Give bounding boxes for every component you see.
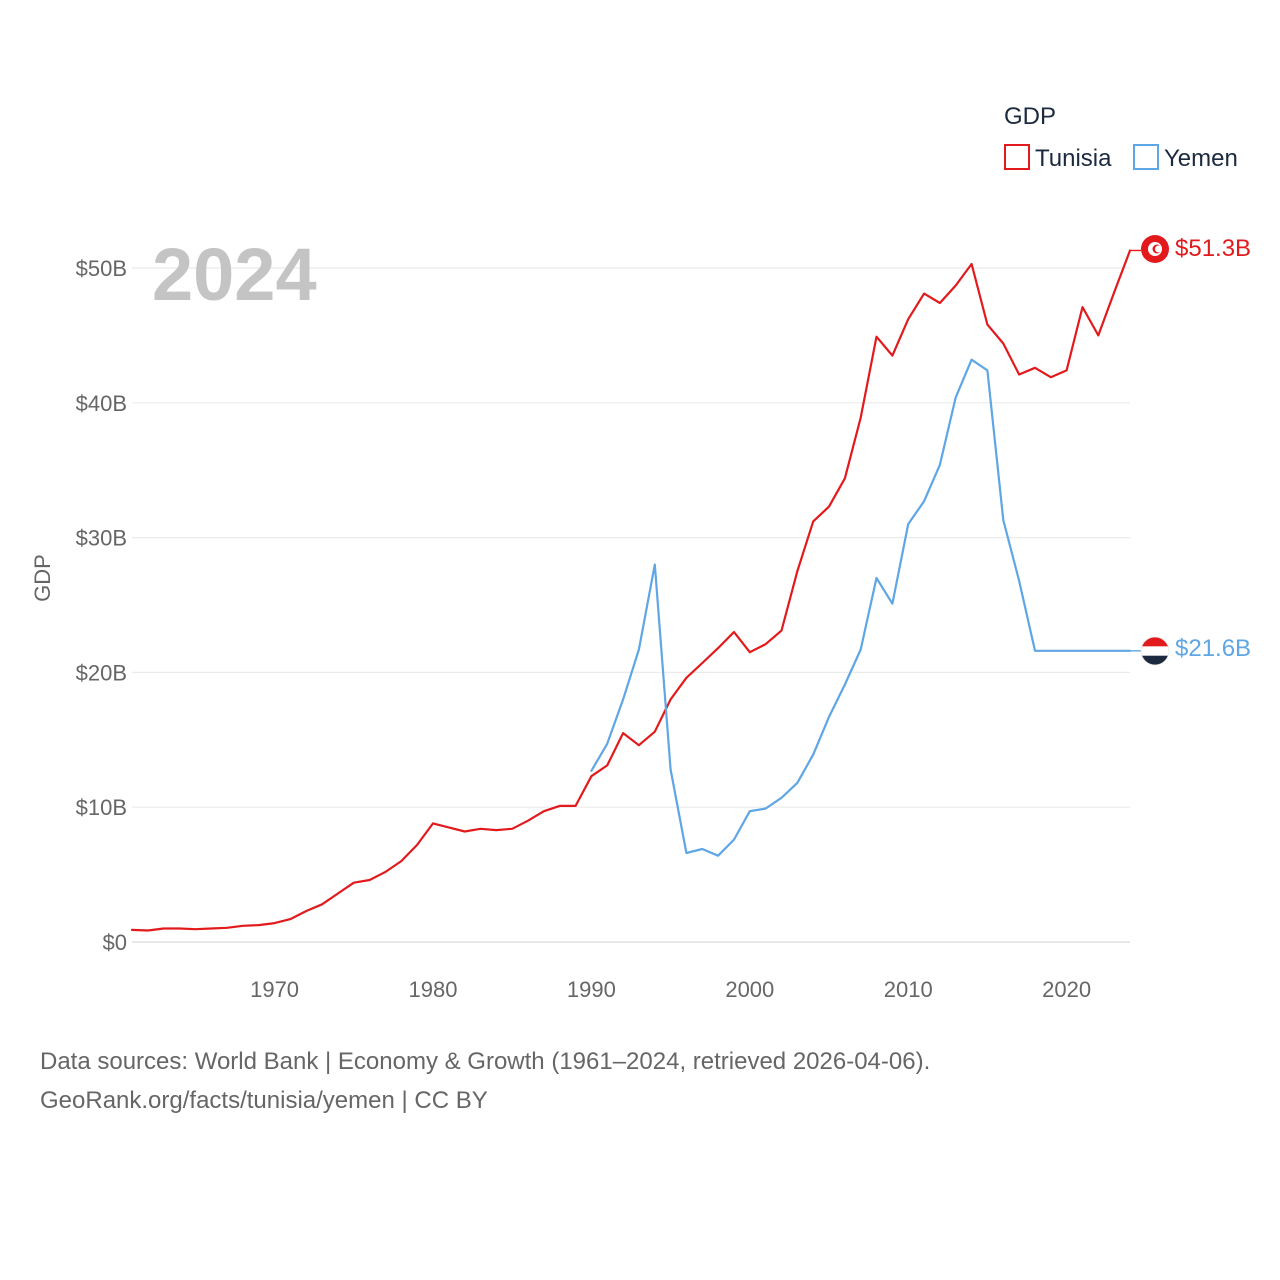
x-tick-label: 2000: [725, 977, 774, 1002]
footer-sources: Data sources: World Bank | Economy & Gro…: [40, 1048, 931, 1075]
y-axis-title: GDP: [30, 554, 55, 602]
y-tick-label: $30B: [76, 526, 127, 551]
gridlines: [132, 267, 1130, 943]
chart-title-year: 2024: [152, 233, 317, 316]
y-tick-label: $0: [103, 930, 127, 955]
x-tick-label: 1990: [567, 977, 616, 1002]
end-label-tunisia: $51.3B: [1175, 235, 1251, 262]
gdp-line-chart: $0 $10B $20B $30B $40B $50B 1970 1980 1990 2000 2…: [30, 103, 1251, 1002]
series-line-tunisia[interactable]: [130, 249, 1132, 932]
y-tick-label: $10B: [76, 795, 127, 820]
legend-title: GDP: [1004, 103, 1056, 130]
end-label-yemen: $21.6B: [1175, 635, 1251, 662]
legend-label-yemen: Yemen: [1164, 145, 1238, 172]
end-markers: $51.3B $21.6B: [1140, 235, 1251, 666]
footer: Data sources: World Bank | Economy & Gro…: [40, 1042, 1240, 1120]
series-line-yemen[interactable]: [590, 358, 1132, 857]
x-tick-label: 2020: [1042, 977, 1091, 1002]
legend-item-yemen[interactable]: Yemen: [1133, 144, 1238, 172]
y-tick-label: $50B: [76, 256, 127, 281]
legend: GDP Tunisia Yemen: [1004, 103, 1238, 172]
legend-swatch-tunisia: [1004, 144, 1030, 170]
legend-item-tunisia[interactable]: Tunisia: [1004, 144, 1112, 172]
series-layer: [130, 249, 1141, 932]
y-tick-label: $40B: [76, 391, 127, 416]
y-axis-ticks: $0 $10B $20B $30B $40B $50B: [76, 256, 127, 955]
x-tick-label: 1970: [250, 977, 299, 1002]
tunisia-flag-icon: [1141, 235, 1169, 263]
y-tick-label: $20B: [76, 660, 127, 685]
x-tick-label: 2010: [884, 977, 933, 1002]
legend-label-tunisia: Tunisia: [1035, 145, 1112, 172]
x-tick-label: 1980: [409, 977, 458, 1002]
yemen-flag-icon: [1140, 636, 1170, 666]
footer-attribution: GeoRank.org/facts/tunisia/yemen | CC BY: [40, 1087, 488, 1114]
legend-swatch-yemen: [1133, 144, 1159, 170]
x-axis-ticks: 1970 1980 1990 2000 2010 2020: [250, 977, 1091, 1002]
